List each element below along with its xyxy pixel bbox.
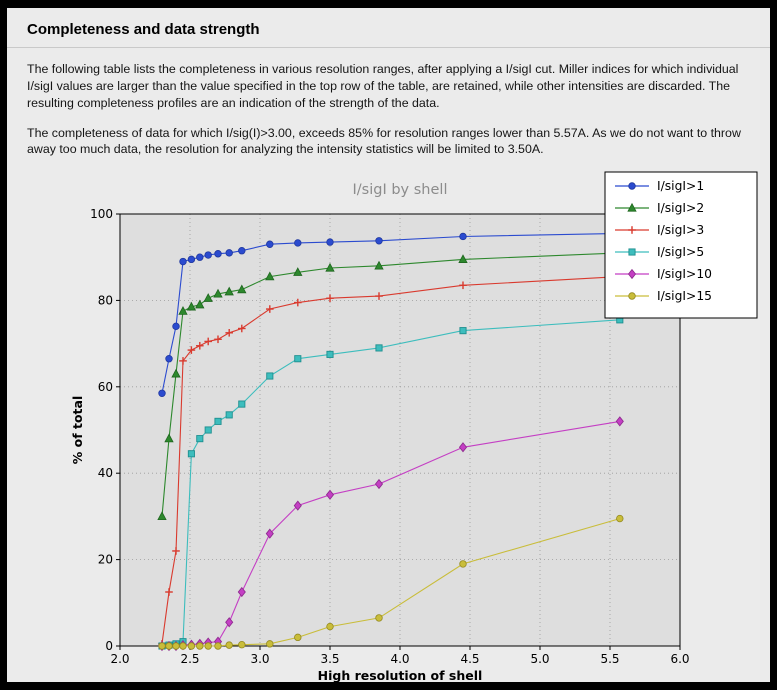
- y-tick-label: 60: [98, 380, 113, 394]
- page-title: Completeness and data strength: [27, 21, 260, 38]
- y-tick-label: 80: [98, 294, 113, 308]
- axes-ticks: [116, 213, 681, 651]
- intro-paragraph: The following table lists the completene…: [27, 62, 739, 110]
- completeness-chart: 2.0 2.5 3.0 3.5 4.0 4.5 5.0 5.5 6.0 0 20 40 60 80 100 I…: [70, 171, 758, 682]
- series-i-sigi-1: [158, 230, 624, 398]
- x-tick-label: 4.5: [460, 652, 479, 666]
- x-tick-label: 2.5: [180, 652, 199, 666]
- legend-entry: I/sigI>15: [615, 289, 712, 303]
- x-axis-label: High resolution of shell: [318, 668, 483, 682]
- y-tick-label: 20: [98, 553, 113, 567]
- legend-entry: I/sigI>10: [615, 267, 712, 281]
- legend-entry: I/sigI>3: [615, 223, 704, 237]
- conclusion-paragraph: The completeness of data for which I/sig…: [27, 125, 741, 157]
- legend-label: I/sigI>1: [657, 179, 704, 193]
- legend-label: I/sigI>15: [657, 289, 712, 303]
- y-tick-label: 0: [105, 639, 113, 653]
- x-tick-label: 5.0: [530, 652, 549, 666]
- chart-container: 2.0 2.5 3.0 3.5 4.0 4.5 5.0 5.5 6.0 0 20 40 60 80 100 I…: [7, 164, 770, 682]
- legend-entry: I/sigI>2: [615, 201, 704, 215]
- y-tick-label: 40: [98, 466, 113, 480]
- legend-label: I/sigI>10: [657, 267, 712, 281]
- tick-labels: 2.0 2.5 3.0 3.5 4.0 4.5 5.0 5.5 6.0 0 20 40 60 80 100: [90, 207, 689, 666]
- legend: I/sigI>1 I/sigI>2 I/sigI>3 I/sigI>5 I/sigI>1…: [604, 171, 758, 319]
- legend-entry: I/sigI>5: [615, 245, 704, 259]
- legend-label: I/sigI>2: [657, 201, 704, 215]
- series-i-sigi-15: [158, 515, 624, 650]
- x-tick-label: 5.5: [600, 652, 619, 666]
- chart-title: I/sigI by shell: [353, 182, 448, 198]
- report-header: Completeness and data strength: [7, 8, 770, 48]
- x-tick-label: 3.0: [250, 652, 269, 666]
- x-tick-label: 3.5: [320, 652, 339, 666]
- report-page: Completeness and data strength The follo…: [7, 8, 770, 682]
- x-tick-label: 2.0: [110, 652, 129, 666]
- legend-entry: I/sigI>1: [615, 179, 704, 193]
- y-axis-label: % of total: [70, 396, 85, 465]
- x-tick-label: 4.0: [390, 652, 409, 666]
- x-tick-label: 6.0: [670, 652, 689, 666]
- series-i-sigi-2: [157, 248, 625, 521]
- legend-label: I/sigI>5: [657, 245, 704, 259]
- y-tick-label: 100: [90, 207, 113, 221]
- plot-frame: [119, 213, 681, 647]
- report-body: The following table lists the completene…: [7, 61, 770, 158]
- legend-label: I/sigI>3: [657, 223, 704, 237]
